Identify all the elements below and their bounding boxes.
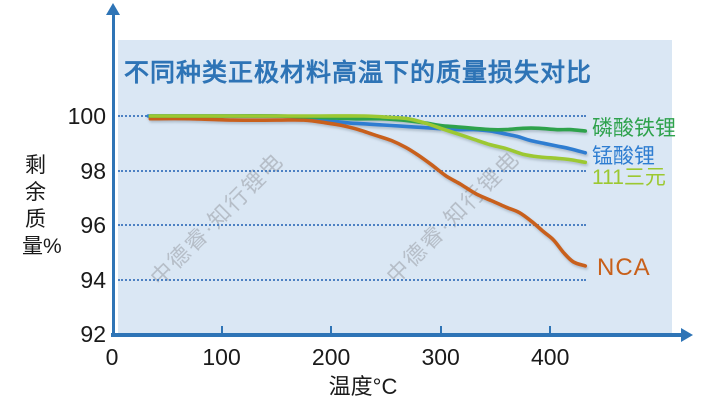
plot-panel xyxy=(118,40,672,333)
x-tick-label: 400 xyxy=(531,344,570,370)
x-tick-label: 200 xyxy=(311,344,351,370)
x-axis-tickmark xyxy=(549,326,552,333)
y-tick-label: 98 xyxy=(80,157,106,184)
chart-title: 不同种类正极材料高温下的质量损失对比 xyxy=(123,59,592,87)
y-tick-label: 100 xyxy=(67,103,106,129)
x-axis-line xyxy=(111,333,683,337)
gridline xyxy=(118,169,586,172)
gridline xyxy=(118,278,586,281)
series-line-111三元 xyxy=(148,114,588,165)
y-tick-label: 96 xyxy=(80,212,106,238)
gridline xyxy=(118,224,586,226)
legend-label-lmo: 锰酸锂 xyxy=(592,145,655,168)
series-line-NCA xyxy=(148,116,588,268)
x-axis-title: 温度°C xyxy=(328,374,398,399)
y-axis-arrow-icon xyxy=(106,3,120,15)
y-tick-label: 94 xyxy=(80,266,106,293)
legend-label-111: 111三元 xyxy=(592,166,666,189)
y-axis-line xyxy=(112,14,115,333)
x-axis-tickmark xyxy=(439,326,442,333)
x-tick-label: 300 xyxy=(421,344,460,370)
y-tick-label: 92 xyxy=(80,321,106,347)
legend-label-nca: NCA xyxy=(597,254,651,281)
x-axis-tickmark xyxy=(330,326,333,333)
y-axis-title: 剩余质量% xyxy=(22,154,62,258)
series-line-锰酸锂 xyxy=(146,114,588,155)
x-tick-label: 0 xyxy=(105,344,119,370)
x-axis-tickmark xyxy=(220,326,223,333)
x-axis-arrow-icon xyxy=(681,328,693,342)
x-tick-label: 100 xyxy=(202,344,241,370)
legend-label-lfp: 磷酸铁锂 xyxy=(592,117,676,140)
